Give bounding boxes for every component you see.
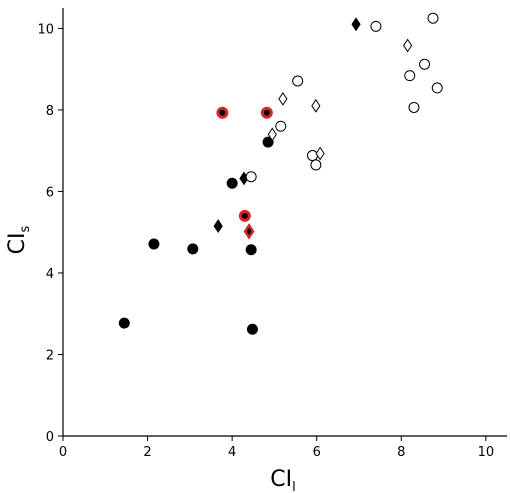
data-point-circle-filled <box>245 244 257 256</box>
data-point-circle-filled-red-edge <box>260 106 273 119</box>
data-point-circle-open <box>408 101 420 113</box>
data-point-circle-open <box>306 150 318 162</box>
data-points <box>118 12 443 335</box>
data-point-circle-filled-red-edge <box>238 209 251 222</box>
x-tick-label: 10 <box>478 445 495 460</box>
data-point-diamond-open <box>403 38 413 53</box>
data-point-circle-open <box>427 12 439 24</box>
data-point-circle-open <box>310 159 322 171</box>
data-point-circle-open <box>431 82 443 94</box>
axes <box>62 8 507 437</box>
x-tick-label: 0 <box>59 445 67 460</box>
data-point-diamond-filled <box>213 219 223 233</box>
y-tick-label: 10 <box>37 22 54 37</box>
data-point-diamond-open <box>315 146 325 161</box>
x-tick-label: 8 <box>397 445 405 460</box>
data-point-circle-filled <box>148 238 160 250</box>
data-point-circle-filled <box>226 177 238 189</box>
data-point-circle-open <box>419 58 431 70</box>
data-point-circle-open <box>275 120 287 132</box>
x-axis-label: CIl <box>270 467 295 493</box>
data-point-circle-open <box>404 70 416 82</box>
data-point-diamond-open <box>267 127 277 142</box>
y-tick-label: 8 <box>46 104 54 119</box>
y-axis-label: CIs <box>5 225 33 254</box>
x-tick-label: 4 <box>228 445 236 460</box>
data-point-circle-open <box>245 171 257 183</box>
data-point-diamond-filled <box>351 17 361 32</box>
data-point-circle-filled-red-edge <box>216 106 229 119</box>
data-point-diamond-open <box>311 98 321 113</box>
y-tick-label: 6 <box>46 185 54 200</box>
data-point-circle-filled <box>262 136 274 148</box>
data-point-circle-filled <box>187 243 199 255</box>
data-point-diamond-filled-red-edge <box>243 223 255 240</box>
data-point-circle-filled <box>118 317 130 329</box>
data-point-circle-filled <box>246 323 258 335</box>
y-tick-label: 2 <box>46 348 54 363</box>
x-ticks: 0 2 4 6 8 10 <box>59 436 494 460</box>
data-point-circle-open <box>292 75 304 87</box>
x-tick-label: 2 <box>143 445 151 460</box>
y-tick-label: 0 <box>46 430 54 445</box>
data-point-diamond-open <box>278 91 288 106</box>
x-tick-label: 6 <box>313 445 321 460</box>
y-tick-label: 4 <box>46 267 54 282</box>
y-ticks: 0 2 4 6 8 10 <box>37 22 63 445</box>
data-point-circle-open <box>370 20 382 32</box>
